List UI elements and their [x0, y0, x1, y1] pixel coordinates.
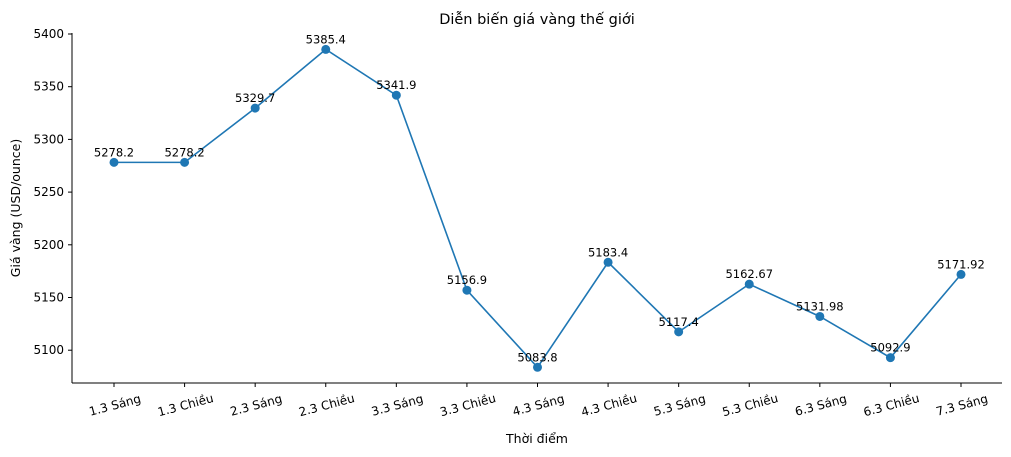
data-value-label: 5341.9 — [376, 78, 416, 92]
data-point — [533, 362, 542, 372]
x-tick-label: 5.3 Chiều — [721, 391, 780, 419]
data-value-label: 5092.9 — [870, 341, 910, 355]
data-point — [956, 269, 966, 279]
data-point — [180, 157, 190, 167]
data-point-markers — [109, 44, 966, 372]
y-tick-label: 5150 — [33, 291, 64, 305]
data-value-label: 5083.8 — [517, 350, 557, 364]
chart-title: Diễn biến giá vàng thế giới — [439, 11, 635, 28]
data-value-label: 5183.4 — [588, 245, 628, 259]
data-point — [391, 90, 401, 100]
y-tick-label: 5400 — [33, 27, 64, 41]
x-tick-label: 7.3 Sáng — [935, 392, 990, 419]
data-value-labels: 5278.2 5278.2 5329.7 5385.4 5341.9 5156.9 5083… — [94, 32, 985, 364]
x-tick-label: 4.3 Sáng — [511, 392, 566, 419]
x-tick-label: 6.3 Sáng — [793, 392, 848, 419]
y-tick-label: 5250 — [33, 185, 64, 199]
x-tick-label: 3.3 Sáng — [370, 392, 425, 419]
data-point — [744, 279, 754, 289]
y-axis-label: Giá vàng (USD/ounce) — [8, 139, 23, 277]
data-point — [109, 157, 119, 167]
data-value-label: 5117.4 — [659, 315, 699, 329]
data-value-label: 5162.67 — [725, 267, 773, 281]
y-tick-label: 5200 — [33, 238, 64, 252]
y-tick-label: 5100 — [33, 343, 64, 357]
data-point — [462, 285, 472, 295]
data-value-label: 5278.2 — [164, 145, 204, 159]
y-tick-label: 5300 — [33, 132, 64, 146]
y-axis: 5100 5150 5200 5250 5300 5350 5400 — [33, 27, 72, 357]
x-tick-label: 4.3 Chiều — [580, 391, 639, 419]
data-point — [250, 103, 260, 113]
data-value-label: 5156.9 — [447, 273, 487, 287]
data-value-label: 5329.7 — [235, 91, 275, 105]
x-tick-label: 6.3 Chiều — [862, 391, 921, 419]
data-value-label: 5131.98 — [796, 299, 844, 313]
x-tick-label: 1.3 Sáng — [88, 392, 143, 419]
x-tick-label: 5.3 Sáng — [652, 392, 707, 419]
data-point — [674, 327, 684, 337]
data-value-label: 5278.2 — [94, 145, 134, 159]
data-point — [815, 311, 825, 321]
x-tick-label: 2.3 Sáng — [229, 392, 284, 419]
data-point — [603, 257, 613, 267]
x-tick-label: 3.3 Chiều — [438, 391, 497, 419]
x-axis-label: Thời điểm — [505, 431, 568, 446]
x-axis: 1.3 Sáng 1.3 Chiều 2.3 Sáng 2.3 Chiều 3.3 Sá… — [88, 383, 990, 419]
x-tick-label: 2.3 Chiều — [297, 391, 356, 419]
data-point — [885, 353, 895, 363]
data-value-label: 5385.4 — [306, 32, 346, 46]
y-tick-label: 5350 — [33, 80, 64, 94]
x-tick-label: 1.3 Chiều — [156, 391, 215, 419]
data-value-label: 5171.92 — [937, 257, 985, 271]
data-point — [321, 44, 331, 54]
